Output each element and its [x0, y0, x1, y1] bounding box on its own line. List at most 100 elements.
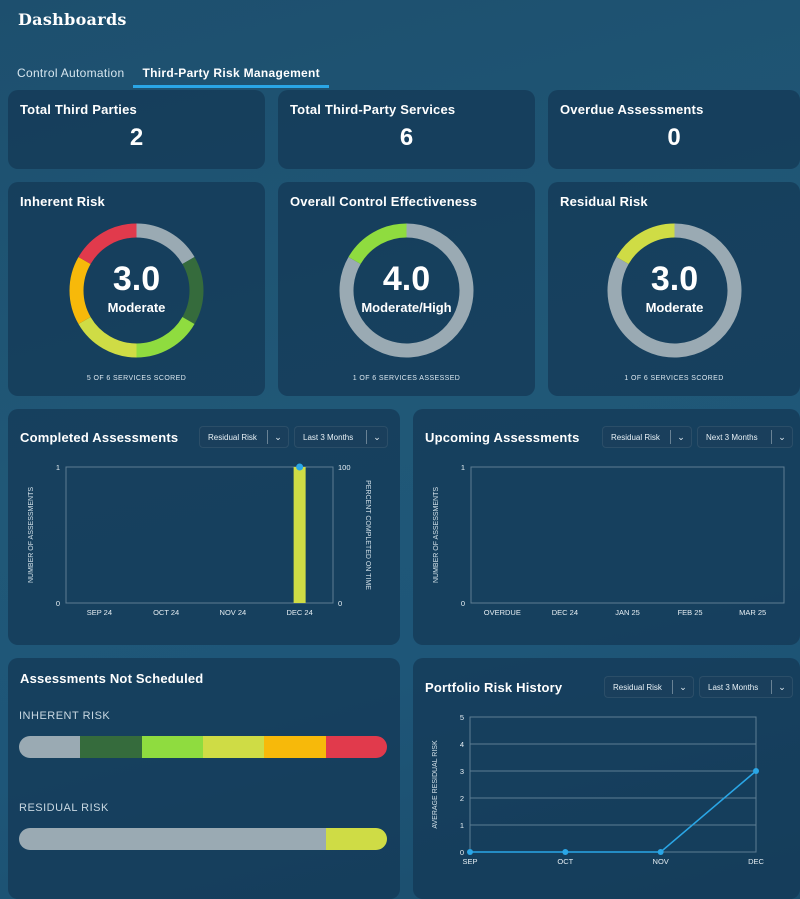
assessments-not-scheduled-card: Assessments Not Scheduled INHERENT RISK …	[8, 658, 400, 899]
residual-risk-bar	[19, 828, 387, 850]
dropdown-value: Residual Risk	[208, 432, 257, 442]
control-effectiveness-donut-svg: 4.0 Moderate/High	[339, 223, 474, 358]
overdue-assessments-value: 0	[667, 124, 681, 151]
x-tick-label: MAR 25	[739, 608, 766, 617]
total-third-parties-value: 2	[129, 124, 144, 151]
plot-frame	[470, 466, 785, 604]
chevron-down-icon: ⌄	[373, 431, 381, 442]
x-tick-label: SEP	[462, 857, 477, 866]
card-title: Total Third Parties	[20, 102, 137, 117]
completed-assessments-card: Completed Assessments Residual Risk ⌄ La…	[8, 409, 400, 645]
inherent-risk-label: INHERENT RISK	[19, 710, 111, 722]
y-tick-label: 2	[460, 794, 464, 803]
history-period-dropdown[interactable]: Last 3 Months ⌄	[699, 676, 793, 698]
donut-segments	[69, 223, 204, 358]
dropdown-value: Next 3 Months	[706, 432, 758, 442]
x-tick-label: NOV 24	[220, 608, 247, 617]
card-title: Completed Assessments	[20, 430, 179, 445]
inherent-risk-footnote: 5 OF 6 SERVICES SCORED	[86, 375, 187, 382]
residual-risk-footnote: 1 OF 6 SERVICES SCORED	[624, 375, 724, 382]
control-effectiveness-score: 4.0	[383, 260, 430, 298]
dropdown-value: Last 3 Months	[708, 682, 759, 692]
control-effectiveness-card: Overall Control Effectiveness 4.0 Modera…	[278, 182, 535, 396]
upcoming-period-dropdown[interactable]: Next 3 Months ⌄	[697, 426, 793, 448]
x-tick-label: OCT	[557, 857, 573, 866]
donut-segment-4	[69, 257, 91, 324]
x-tick-label: OCT 24	[153, 608, 179, 617]
donut-segments	[339, 223, 474, 358]
x-tick-label: JAN 25	[615, 608, 640, 617]
total-third-parties-card: Total Third Parties 2	[8, 90, 265, 169]
residual-risk-rating: Moderate	[645, 300, 703, 315]
x-tick-label: SEP 24	[87, 608, 112, 617]
risk-point-dec	[753, 768, 759, 774]
dropdown-value: Residual Risk	[613, 682, 662, 692]
y-axis-label: NUMBER OF ASSESSMENTS	[28, 487, 35, 583]
y-tick-label: 1	[460, 821, 464, 830]
plot-frame	[469, 716, 757, 853]
inherent-risk-donut: 3.0 Moderate	[8, 218, 265, 363]
x-tick-label: DEC	[748, 857, 764, 866]
completed-period-dropdown[interactable]: Last 3 Months ⌄	[294, 426, 388, 448]
card-title: Portfolio Risk History	[425, 680, 563, 695]
portfolio-risk-history-card: Portfolio Risk History Residual Risk ⌄ L…	[413, 658, 800, 899]
tab-bar: Control Automation Third-Party Risk Mana…	[8, 60, 329, 88]
residual-risk-donut-svg: 3.0 Moderate	[607, 223, 741, 358]
residual-risk-card: Residual Risk 3.0 Moderate 1 OF 6 SERVIC…	[548, 182, 800, 396]
stack-segment-0	[19, 828, 326, 850]
donut-segment-1	[615, 223, 675, 265]
stack-segment-4	[264, 736, 326, 758]
upcoming-risk-filter-dropdown[interactable]: Residual Risk ⌄	[602, 426, 692, 448]
control-effectiveness-donut: 4.0 Moderate/High	[278, 218, 535, 363]
residual-risk-label: RESIDUAL RISK	[19, 802, 109, 814]
control-effectiveness-footnote: 1 OF 6 SERVICES ASSESSED	[352, 375, 461, 382]
stack-segment-1	[325, 828, 387, 850]
dropdown-value: Residual Risk	[611, 432, 660, 442]
chevron-down-icon: ⌄	[778, 681, 786, 692]
donut-segment-1	[348, 223, 407, 265]
y2-axis-label: PERCENT COMPLETED ON TIME	[364, 480, 371, 590]
plot-frame	[65, 466, 334, 604]
donut-segment-2	[136, 316, 195, 358]
stack-segment-3	[202, 736, 265, 758]
card-title: Overdue Assessments	[560, 102, 704, 117]
card-title: Inherent Risk	[20, 194, 105, 209]
page-title: Dashboards	[18, 10, 127, 29]
y-tick-label: 0	[56, 599, 60, 608]
donut-segments	[607, 223, 741, 358]
y2-tick-label: 100	[338, 463, 351, 472]
risk-point-sep	[467, 849, 473, 855]
completed-assessments-chart: 0 1 NUMBER OF ASSESSMENTS SEP 24 OCT 24 NOV 2…	[28, 463, 371, 617]
inherent-risk-rating: Moderate	[108, 300, 166, 315]
risk-history-line	[470, 770, 757, 853]
portfolio-risk-history-chart: 0 1 2 3 4 5 AVERAGE RESIDUAL RISK SEP OCT NOV DEC	[432, 713, 764, 866]
stack-segment-1	[80, 736, 142, 758]
y-axis-label: AVERAGE RESIDUAL RISK	[432, 740, 439, 829]
upcoming-assessments-chart: 0 1 NUMBER OF ASSESSMENTS OVERDUE DEC 24 JAN …	[433, 463, 785, 617]
upcoming-assessments-card: Upcoming Assessments Residual Risk ⌄ Nex…	[413, 409, 800, 645]
completed-risk-filter-dropdown[interactable]: Residual Risk ⌄	[199, 426, 289, 448]
tab-third-party-risk-management[interactable]: Third-Party Risk Management	[133, 60, 329, 88]
card-title: Residual Risk	[560, 194, 648, 209]
x-tick-label: OVERDUE	[484, 608, 521, 617]
donut-segment-0	[339, 223, 474, 358]
card-title: Assessments Not Scheduled	[20, 671, 204, 686]
risk-point-oct	[562, 849, 569, 855]
bar-dec-24	[293, 467, 306, 603]
risk-point-nov	[657, 849, 664, 855]
x-tick-label: DEC 24	[286, 608, 312, 617]
y-tick-label: 0	[461, 599, 465, 608]
tab-control-automation[interactable]: Control Automation	[17, 66, 125, 80]
stack-segment-2	[141, 736, 203, 758]
card-title: Overall Control Effectiveness	[290, 194, 478, 209]
donut-segment-0	[607, 223, 741, 358]
inherent-risk-bar	[19, 736, 387, 758]
y-tick-label: 3	[460, 767, 464, 776]
y-tick-label: 4	[460, 740, 464, 749]
residual-risk-score: 3.0	[650, 260, 697, 298]
history-risk-filter-dropdown[interactable]: Residual Risk ⌄	[604, 676, 694, 698]
donut-segment-3	[78, 316, 137, 358]
inherent-risk-donut-svg: 3.0 Moderate	[69, 223, 204, 358]
chevron-down-icon: ⌄	[274, 431, 282, 442]
chevron-down-icon: ⌄	[679, 681, 687, 692]
